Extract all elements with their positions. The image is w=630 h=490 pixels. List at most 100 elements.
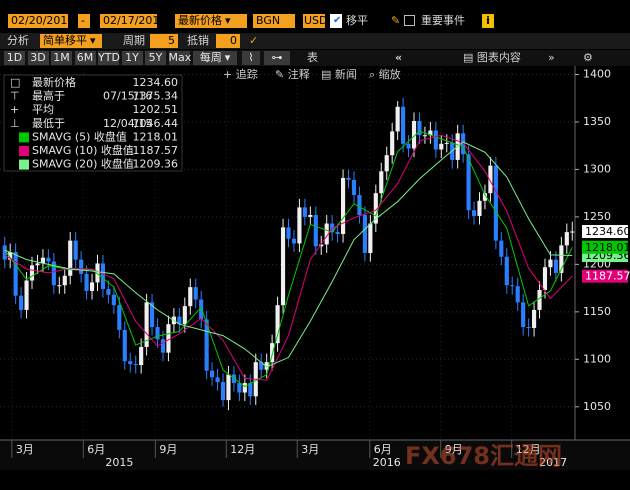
frequency-select[interactable]: 每周: [193, 51, 237, 65]
legend-label: SMAVG (20) 收盘值: [32, 157, 134, 171]
candle-body: [488, 165, 493, 194]
range-button[interactable]: 1Y: [121, 51, 143, 65]
tool-news[interactable]: 新闻: [334, 68, 357, 81]
candle-body: [13, 252, 18, 296]
chart-type-icon[interactable]: ⊶: [264, 51, 290, 65]
y-tick-label: 1350: [583, 115, 611, 128]
candle-body: [313, 215, 318, 247]
moving-average-toggle[interactable]: 移平: [346, 14, 368, 27]
collapse-icon[interactable]: «: [395, 51, 403, 64]
range-button[interactable]: 6M: [74, 51, 96, 65]
tool-annotate[interactable]: 注释: [287, 68, 310, 81]
candle-body: [362, 215, 367, 253]
candle-body: [8, 252, 13, 260]
year-label: 2015: [105, 456, 133, 469]
candle-body: [19, 295, 24, 310]
candle-body: [29, 265, 35, 281]
candle-body: [95, 263, 100, 283]
legend-label: SMAVG (10) 收盘值: [32, 143, 134, 157]
range-button[interactable]: 1M: [51, 51, 72, 65]
pencil-icon[interactable]: ✎: [391, 14, 401, 27]
x-tick-label: 12月: [516, 443, 541, 456]
events-toggle[interactable]: 重要事件: [421, 14, 465, 27]
settings-icon[interactable]: ⚙: [583, 51, 593, 64]
table-button[interactable]: 表: [307, 51, 318, 64]
chart-contents[interactable]: ▤ 图表内容: [463, 51, 521, 64]
legend-date: 07/15/16: [103, 90, 152, 103]
candle-body: [324, 223, 329, 245]
range-button[interactable]: 5Y: [145, 51, 166, 65]
candle-body: [422, 135, 428, 137]
candle-body: [379, 171, 384, 194]
period-input[interactable]: 5: [150, 34, 178, 48]
candle-body: [504, 256, 509, 286]
line-chart-icon[interactable]: ⌇: [242, 51, 260, 65]
checkbox[interactable]: ✔: [330, 14, 342, 28]
candle-body: [526, 327, 531, 329]
price-tag: [582, 225, 628, 239]
candle-body: [493, 165, 498, 241]
analysis-label: 分析: [7, 34, 29, 47]
candle-body: [395, 106, 400, 132]
candle-body: [510, 285, 515, 287]
candle-body: [188, 287, 193, 307]
candle-body: [40, 257, 46, 264]
candle-body: [237, 383, 242, 393]
start-date[interactable]: 02/20/2015: [8, 14, 74, 28]
confirm-icon[interactable]: ✓: [249, 34, 259, 47]
study-select[interactable]: 简单移平: [40, 34, 102, 48]
legend-value: 1187.57: [133, 144, 179, 157]
legend-label: SMAVG (5) 收盘值: [32, 129, 127, 143]
checkbox[interactable]: [404, 15, 415, 26]
y-tick-label: 1100: [583, 352, 611, 365]
tool-track[interactable]: 追踪: [235, 68, 258, 81]
candle-body: [406, 143, 411, 149]
offset-label: 抵销: [187, 34, 209, 47]
candle-body: [564, 232, 569, 246]
candle-body: [531, 309, 537, 328]
range-button[interactable]: YTD: [98, 51, 120, 65]
field-select[interactable]: 最新价格: [175, 14, 247, 28]
range-button[interactable]: 3D: [27, 51, 49, 65]
end-date[interactable]: 02/17/2017: [100, 14, 166, 28]
price-tag: [582, 240, 628, 254]
legend-swatch: [19, 159, 29, 170]
candle-body: [368, 223, 373, 253]
candle-body: [117, 305, 122, 330]
candle-body: [204, 319, 209, 371]
legend-value: 1218.01: [133, 130, 179, 143]
study-bar: 分析 简单移平 周期 5 抵销 0 ✓: [0, 33, 630, 49]
legend-value: 1209.36: [133, 158, 179, 171]
candle-body: [193, 287, 198, 300]
chart-contents-label[interactable]: 图表内容: [476, 51, 521, 64]
currency[interactable]: USD: [303, 14, 328, 28]
candle-body: [106, 289, 111, 295]
candle-body: [340, 177, 346, 234]
candle-body: [351, 179, 357, 196]
candle-body: [346, 177, 351, 180]
candle-body: [433, 130, 438, 150]
range-button[interactable]: Max: [168, 51, 192, 65]
legend-label: 最低于: [32, 117, 65, 130]
candle-body: [537, 290, 542, 310]
range-button[interactable]: 1D: [4, 51, 25, 65]
candle-body: [177, 316, 182, 325]
y-tick-label: 1300: [583, 162, 611, 175]
expand-icon[interactable]: »: [548, 51, 555, 64]
candle-body: [199, 299, 204, 320]
source[interactable]: BGN: [253, 14, 295, 28]
legend-value: 1375.34: [133, 90, 179, 103]
candle-body: [270, 343, 275, 363]
candle-body: [210, 370, 215, 378]
candle-body: [297, 207, 302, 244]
candle-body: [79, 259, 84, 274]
candle-body: [515, 286, 520, 303]
offset-input[interactable]: 0: [216, 34, 240, 48]
legend-value: 1202.51: [133, 103, 179, 116]
candle-body: [160, 339, 166, 353]
info-icon[interactable]: i: [482, 14, 494, 28]
tool-zoom[interactable]: 缩放: [378, 68, 401, 81]
legend-swatch: [19, 146, 29, 156]
y-tick-label: 1050: [583, 400, 611, 413]
